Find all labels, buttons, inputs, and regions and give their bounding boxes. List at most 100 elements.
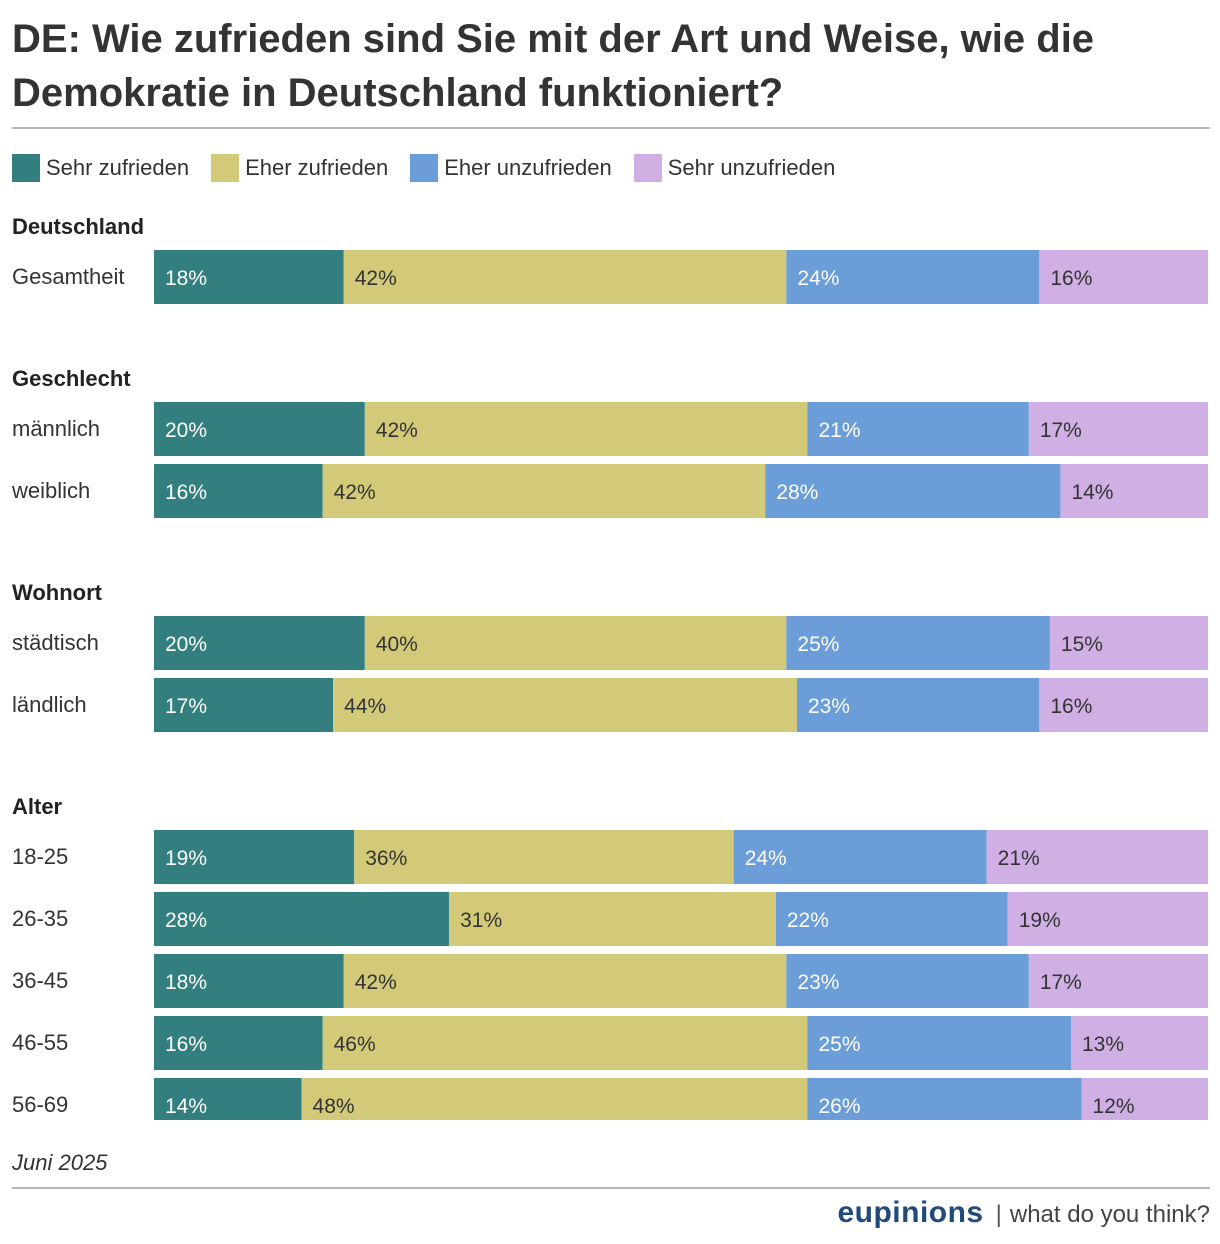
value-label: 42%	[355, 971, 397, 994]
legend-item: Eher zufrieden	[211, 154, 388, 182]
bar-segment	[733, 830, 987, 884]
group-label: Alter	[12, 794, 63, 819]
bar-segment	[786, 616, 1050, 670]
bar-segment	[986, 830, 1208, 884]
bar-segment	[1028, 954, 1208, 1008]
value-label: 22%	[787, 909, 829, 932]
stacked-bar-chart: Deutschland Gesamtheit 18% 42% 24% 16% Geschle…	[11, 214, 1208, 1120]
row-label: 26-35	[12, 906, 68, 931]
brand-logo: eupinions	[837, 1196, 984, 1229]
bar-segment	[1039, 250, 1208, 304]
bar-segment	[154, 678, 334, 732]
legend-swatch	[12, 154, 40, 182]
footer-divider	[12, 1187, 1210, 1189]
bar-segment	[1070, 1016, 1208, 1070]
value-label: 18%	[165, 267, 207, 290]
bar-segment	[364, 402, 808, 456]
bar-segment	[154, 1078, 302, 1120]
value-label: 16%	[165, 481, 207, 504]
bar-segment	[333, 678, 797, 732]
legend-item: Eher unzufrieden	[410, 154, 612, 182]
survey-date: Juni 2025	[12, 1150, 108, 1175]
bar-segment	[343, 954, 787, 1008]
bar-segment	[765, 464, 1061, 518]
value-label: 13%	[1082, 1033, 1124, 1056]
value-label: 16%	[1050, 695, 1092, 718]
bar-segment	[343, 250, 787, 304]
value-label: 31%	[460, 909, 502, 932]
row-label: 46-55	[12, 1030, 68, 1055]
row-label: ländlich	[12, 692, 87, 717]
value-label: 26%	[818, 1095, 860, 1118]
value-label: 18%	[165, 971, 207, 994]
row-label: 56-69	[12, 1092, 68, 1117]
value-label: 21%	[998, 847, 1040, 870]
legend-item: Sehr zufrieden	[12, 154, 189, 182]
row-label: 18-25	[12, 844, 68, 869]
bar-segment	[322, 464, 766, 518]
bar-segment	[807, 1078, 1082, 1120]
value-label: 42%	[376, 419, 418, 442]
bar-segment	[154, 402, 365, 456]
bar-segment	[154, 830, 355, 884]
bar-segment	[154, 250, 344, 304]
value-label: 19%	[1019, 909, 1061, 932]
value-label: 28%	[776, 481, 818, 504]
bar-segment	[154, 954, 344, 1008]
value-label: 23%	[797, 971, 839, 994]
legend: Sehr zufrieden Eher zufrieden Eher unzufri…	[12, 153, 857, 183]
bar-segment	[354, 830, 734, 884]
bar-segment	[1039, 678, 1208, 732]
bar-segment	[322, 1016, 808, 1070]
bar-segment	[1049, 616, 1208, 670]
bar-segment	[1007, 892, 1208, 946]
value-label: 40%	[376, 633, 418, 656]
value-label: 14%	[1071, 481, 1113, 504]
value-label: 42%	[334, 481, 376, 504]
group-label: Deutschland	[12, 214, 144, 239]
legend-label: Sehr unzufrieden	[667, 155, 836, 180]
legend-swatch	[410, 154, 439, 182]
bar-segment	[154, 1016, 323, 1070]
value-label: 42%	[355, 267, 397, 290]
value-label: 17%	[165, 695, 207, 718]
bar-segment	[786, 250, 1040, 304]
legend-label: Sehr zufrieden	[46, 155, 190, 180]
value-label: 44%	[344, 695, 386, 718]
value-label: 21%	[818, 419, 860, 442]
value-label: 12%	[1093, 1095, 1135, 1118]
bar-segment	[1060, 464, 1208, 518]
row-label: städtisch	[12, 630, 99, 655]
bar-segment	[154, 892, 450, 946]
legend-label: Eher zufrieden	[245, 155, 389, 180]
value-label: 19%	[165, 847, 207, 870]
legend-swatch	[633, 154, 662, 182]
bar-segment	[364, 616, 787, 670]
bar-segment	[807, 402, 1029, 456]
value-label: 25%	[818, 1033, 860, 1056]
group-label: Geschlecht	[12, 366, 131, 391]
value-label: 28%	[165, 909, 207, 932]
bar-segment	[796, 678, 1040, 732]
title-divider	[12, 127, 1210, 129]
value-label: 23%	[808, 695, 850, 718]
bar-segment	[1028, 402, 1208, 456]
value-label: 15%	[1061, 633, 1103, 656]
value-label: 20%	[165, 419, 207, 442]
value-label: 16%	[1050, 267, 1092, 290]
row-label: Gesamtheit	[12, 264, 125, 289]
bar-segment	[301, 1078, 808, 1120]
value-label: 17%	[1040, 419, 1082, 442]
footer: eupinions | what do you think?	[837, 1196, 1210, 1230]
row-label: weiblich	[11, 478, 90, 503]
bar-segment	[786, 954, 1029, 1008]
value-label: 46%	[334, 1033, 376, 1056]
value-label: 20%	[165, 633, 207, 656]
value-label: 24%	[797, 267, 839, 290]
legend-label: Eher unzufrieden	[444, 155, 612, 180]
value-label: 24%	[745, 847, 787, 870]
chart-title: DE: Wie zufrieden sind Sie mit der Art u…	[12, 17, 1095, 115]
row-label: männlich	[12, 416, 100, 441]
bar-segment	[807, 1016, 1071, 1070]
bar-segment	[154, 616, 365, 670]
